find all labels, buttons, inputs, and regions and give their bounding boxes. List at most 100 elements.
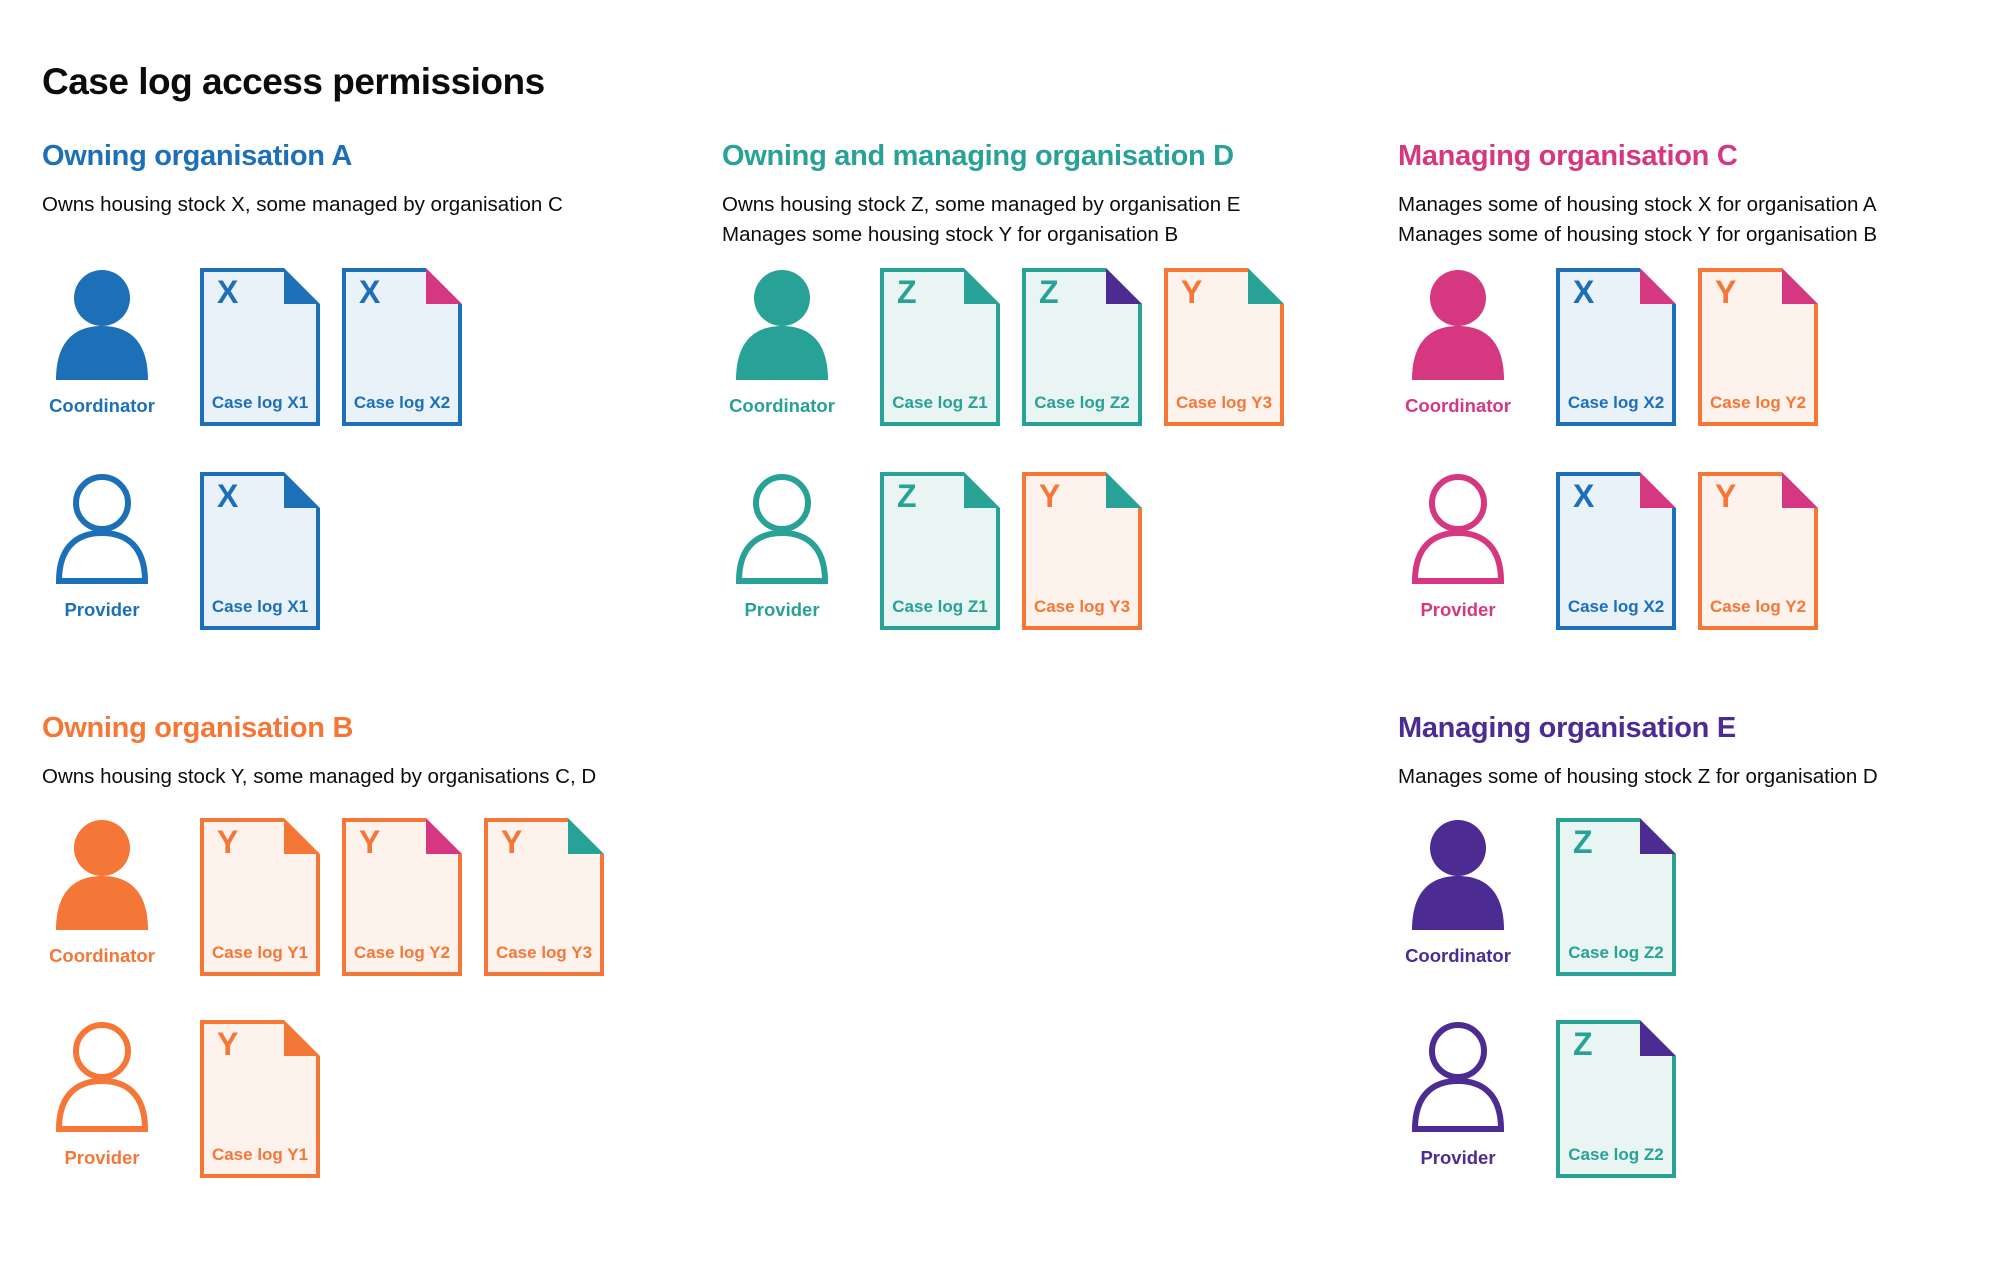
coordinator-row: Coordinator X Case log X2 Y Case log Y2: [1398, 268, 1818, 426]
folded-corner-icon: [426, 268, 462, 304]
folded-corner-icon: [1640, 472, 1676, 508]
folded-corner-icon: [284, 472, 320, 508]
coordinator-row: Coordinator Y Case log Y1 Y Case log Y2 …: [42, 818, 604, 976]
doc-label: Case log Y1: [211, 1145, 309, 1164]
coordinator-row: Coordinator Z Case log Z1 Z Case log Z2 …: [722, 268, 1284, 426]
doc-label: Case log Z2: [1034, 393, 1130, 412]
folded-corner-icon: [1782, 472, 1818, 508]
doc-letter: Z: [897, 478, 917, 514]
case-log-z2-doc: Z Case log Z2: [1556, 1020, 1676, 1178]
case-log-y2-doc: Y Case log Y2: [342, 818, 462, 976]
doc-letter: Y: [1715, 274, 1737, 310]
folded-corner-icon: [1106, 268, 1142, 304]
folded-corner-icon: [284, 1020, 320, 1056]
coordinator-person-icon: [1412, 820, 1504, 930]
role-label: Provider: [1420, 1147, 1496, 1168]
doc-label: Case log Y3: [495, 943, 593, 962]
provider-person-icon: [732, 472, 832, 584]
org-heading: Owning organisation B: [42, 712, 354, 744]
doc-letter: Y: [217, 1026, 239, 1062]
doc-label: Case log Y2: [1709, 393, 1807, 412]
org-description: Owns housing stock Y, some managed by or…: [42, 765, 597, 788]
case-log-y3-doc: Y Case log Y3: [484, 818, 604, 976]
doc-letter: X: [1573, 478, 1595, 514]
coordinator-person-icon: [1412, 270, 1504, 380]
coordinator-person-icon: [56, 820, 148, 930]
case-log-z1-doc: Z Case log Z1: [880, 472, 1000, 630]
doc-label: Case log Z2: [1568, 1145, 1664, 1164]
doc-letter: X: [217, 274, 239, 310]
org-heading: Owning and managing organisation D: [722, 140, 1234, 172]
provider-figure: Provider: [42, 1020, 200, 1169]
doc-label: Case log Y2: [353, 943, 451, 962]
coordinator-person-icon: [736, 270, 828, 380]
provider-person-icon: [52, 1020, 152, 1132]
org-heading: Owning organisation A: [42, 140, 353, 172]
doc-letter: Y: [217, 824, 239, 860]
org-description: Owns housing stock Z, some managed by or…: [722, 193, 1241, 216]
doc-letter: Y: [1181, 274, 1203, 310]
doc-letter: Z: [1573, 824, 1593, 860]
coordinator-figure: Coordinator: [42, 268, 200, 417]
coordinator-row: Coordinator Z Case log Z2: [1398, 818, 1676, 976]
coordinator-figure: Coordinator: [1398, 268, 1556, 417]
doc-letter: Y: [359, 824, 381, 860]
folded-corner-icon: [964, 268, 1000, 304]
role-label: Coordinator: [1405, 395, 1511, 416]
case-log-y2-doc: Y Case log Y2: [1698, 268, 1818, 426]
page-title: Case log access permissions: [42, 60, 545, 102]
doc-label: Case log X1: [211, 393, 309, 412]
coordinator-figure: Coordinator: [42, 818, 200, 967]
doc-label: Case log X1: [211, 597, 309, 616]
org-heading: Managing organisation C: [1398, 140, 1738, 172]
doc-label: Case log Y2: [1709, 597, 1807, 616]
provider-row: Provider Y Case log Y1: [42, 1020, 320, 1178]
doc-letter: Y: [1039, 478, 1061, 514]
doc-letter: Z: [1573, 1026, 1593, 1062]
org-description: Manages some of housing stock Y for orga…: [1398, 223, 1877, 246]
doc-letter: Y: [501, 824, 523, 860]
doc-label: Case log X2: [1567, 597, 1665, 616]
provider-row: Provider X Case log X1: [42, 472, 320, 630]
role-label: Provider: [1420, 599, 1496, 620]
coordinator-figure: Coordinator: [722, 268, 880, 417]
doc-label: Case log X2: [353, 393, 451, 412]
case-log-y3-doc: Y Case log Y3: [1164, 268, 1284, 426]
case-log-y1-doc: Y Case log Y1: [200, 818, 320, 976]
provider-figure: Provider: [42, 472, 200, 621]
doc-label: Case log Y3: [1033, 597, 1131, 616]
role-label: Provider: [64, 1147, 140, 1168]
folded-corner-icon: [1640, 268, 1676, 304]
case-log-y2-doc: Y Case log Y2: [1698, 472, 1818, 630]
role-label: Coordinator: [49, 945, 155, 966]
section-owning-organisation-b: Owning organisation B Owns housing stock…: [42, 712, 702, 1272]
provider-row: Provider Z Case log Z2: [1398, 1020, 1676, 1178]
doc-letter: Y: [1715, 478, 1737, 514]
coordinator-person-icon: [56, 270, 148, 380]
doc-letter: Z: [1039, 274, 1059, 310]
doc-label: Case log Z1: [892, 597, 988, 616]
doc-label: Case log X2: [1567, 393, 1665, 412]
provider-person-icon: [1408, 472, 1508, 584]
provider-row: Provider Z Case log Z1 Y Case log Y3: [722, 472, 1142, 630]
doc-letter: X: [1573, 274, 1595, 310]
org-description: Manages some housing stock Y for organis…: [722, 223, 1179, 246]
provider-figure: Provider: [1398, 472, 1556, 621]
doc-label: Case log Y1: [211, 943, 309, 962]
folded-corner-icon: [1782, 268, 1818, 304]
folded-corner-icon: [1248, 268, 1284, 304]
folded-corner-icon: [1640, 818, 1676, 854]
org-description: Manages some of housing stock X for orga…: [1398, 193, 1877, 216]
case-log-x2-doc: X Case log X2: [1556, 472, 1676, 630]
section-managing-organisation-c: Managing organisation C Manages some of …: [1398, 140, 1998, 700]
coordinator-row: Coordinator X Case log X1 X Case log X2: [42, 268, 462, 426]
case-log-x1-doc: X Case log X1: [200, 268, 320, 426]
org-description: Manages some of housing stock Z for orga…: [1398, 765, 1878, 788]
doc-letter: Z: [897, 274, 917, 310]
case-log-y1-doc: Y Case log Y1: [200, 1020, 320, 1178]
role-label: Coordinator: [1405, 945, 1511, 966]
folded-corner-icon: [1106, 472, 1142, 508]
org-description: Owns housing stock X, some managed by or…: [42, 193, 563, 216]
case-log-x2-doc: X Case log X2: [1556, 268, 1676, 426]
role-label: Coordinator: [49, 395, 155, 416]
